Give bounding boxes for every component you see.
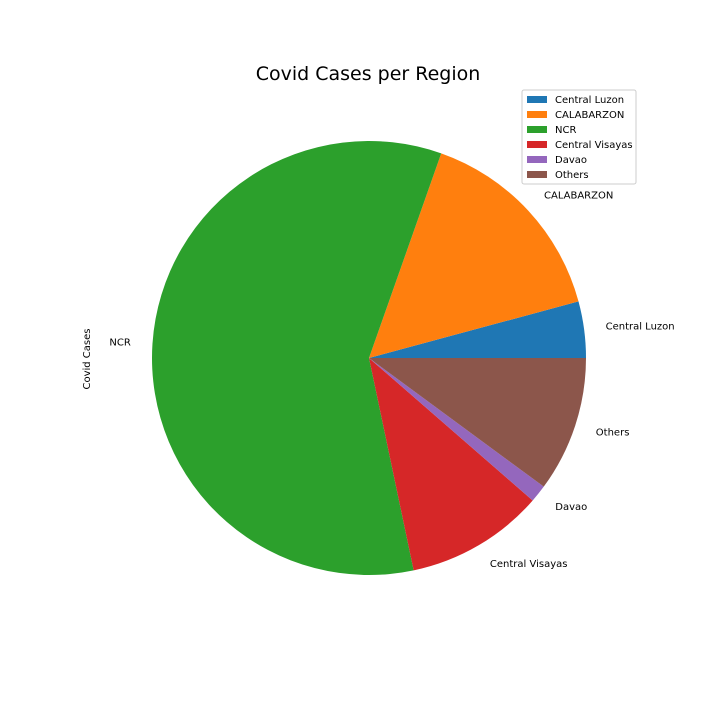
slice-label-central-visayas: Central Visayas [490,559,568,570]
legend-label-central-visayas: Central Visayas [555,140,633,151]
slice-label-ncr: NCR [109,337,130,348]
slice-label-others: Others [596,428,630,439]
legend: Central Luzon CALABARZON NCR Central Visaya… [521,89,637,185]
legend-swatch-others [527,171,547,178]
slice-label-central-luzon: Central Luzon [606,322,675,333]
pie-slice-central-visayas [369,358,533,571]
legend-label-davao: Davao [555,155,587,166]
legend-swatch-ncr [527,126,547,133]
legend-swatch-davao [527,156,547,163]
y-axis-label: Covid Cases [82,328,93,389]
pie-slice-calabarzon [369,153,579,358]
legend-label-others: Others [555,170,589,181]
pie-slice-davao [369,358,544,501]
legend-frame [521,89,637,185]
pie-slice-others [369,358,586,487]
slice-label-davao: Davao [555,502,587,513]
legend-swatch-central-luzon [527,96,547,103]
chart-title: Covid Cases per Region [256,63,481,85]
slice-labels: Central Luzon CALABARZON NCR Central Visaya… [109,191,674,570]
legend-label-central-luzon: Central Luzon [555,95,624,106]
pie-slice-central-luzon [369,301,586,358]
legend-label-ncr: NCR [555,125,576,136]
legend-label-calabarzon: CALABARZON [555,110,624,121]
slice-label-calabarzon: CALABARZON [544,191,613,202]
legend-swatch-calabarzon [527,111,547,118]
pie-slice-ncr [151,140,442,575]
pie-slices [151,140,586,575]
legend-swatch-central-visayas [527,141,547,148]
